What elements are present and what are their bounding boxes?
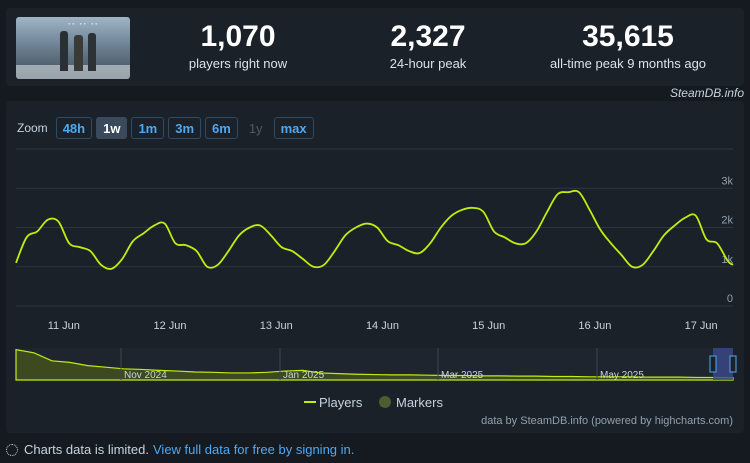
- y-tick-label: 0: [727, 293, 733, 305]
- legend-label: Players: [319, 395, 363, 410]
- navigator-tick-label: May 2025: [600, 370, 644, 381]
- legend-item-markers[interactable]: Markers: [379, 395, 443, 410]
- y-tick-label: 2k: [721, 215, 733, 227]
- zoom-1m-button[interactable]: 1m: [131, 117, 165, 139]
- navigator-tick-label: Mar 2025: [441, 370, 484, 381]
- stat-current-players: 1,070 players right now: [148, 20, 328, 71]
- x-tick-label: 13 Jun: [260, 320, 293, 332]
- zoom-1w-button[interactable]: 1w: [96, 117, 128, 139]
- zoom-3m-button[interactable]: 3m: [168, 117, 202, 139]
- navigator-handle-left[interactable]: [709, 355, 717, 373]
- zoom-48h-button[interactable]: 48h: [55, 117, 93, 139]
- stat-value: 1,070: [200, 20, 276, 53]
- footer-notice: Charts data is limited. View full data f…: [6, 442, 354, 457]
- x-tick-label: 11 Jun: [48, 320, 80, 332]
- stat-label: all-time peak 9 months ago: [549, 56, 707, 71]
- chart-credit[interactable]: data by SteamDB.info (powered by highcha…: [481, 415, 733, 427]
- navigator-area: [15, 348, 734, 381]
- sign-in-link[interactable]: View full data for free by signing in.: [153, 442, 355, 457]
- stat-value: 35,615: [582, 20, 674, 53]
- zoom-controls: Zoom 48h 1w 1m 3m 6m 1y max: [17, 117, 314, 139]
- zoom-1y-button: 1y: [242, 117, 270, 139]
- chart-panel: Zoom 48h 1w 1m 3m 6m 1y max 0 1k 2k 3k 11 J…: [6, 101, 744, 433]
- game-logo-image: ·· ·· ··: [68, 19, 99, 29]
- x-tick-label: 12 Jun: [154, 320, 187, 332]
- navigator-tick-label: Jan 2025: [283, 370, 325, 381]
- navigator-selection[interactable]: [713, 348, 733, 380]
- zoom-6m-button[interactable]: 6m: [205, 117, 238, 139]
- x-tick-label: 14 Jun: [366, 320, 399, 332]
- stat-label: 24-hour peak: [389, 56, 467, 71]
- stat-24h-peak: 2,327 24-hour peak: [338, 20, 518, 71]
- steamdb-brand-link[interactable]: SteamDB.info: [669, 86, 744, 100]
- stat-label: players right now: [188, 56, 288, 71]
- navigator-handle-right[interactable]: [729, 355, 737, 373]
- loading-spinner-icon: [6, 443, 18, 456]
- stat-all-time-peak: 35,615 all-time peak 9 months ago: [538, 20, 718, 71]
- navigator-tick-label: Nov 2024: [124, 370, 167, 381]
- x-tick-label: 16 Jun: [578, 320, 611, 332]
- x-tick-label: 15 Jun: [472, 320, 505, 332]
- game-thumbnail[interactable]: ·· ·· ··: [16, 17, 130, 79]
- players-series-line[interactable]: [15, 189, 734, 270]
- legend-item-players[interactable]: Players: [304, 395, 363, 410]
- legend-label: Markers: [396, 395, 443, 410]
- stat-value: 2,327: [390, 20, 466, 53]
- legend-circle-icon: [379, 396, 391, 408]
- stats-panel: ·· ·· ·· 1,070 players right now 2,327 2…: [6, 8, 744, 86]
- zoom-label: Zoom: [17, 121, 48, 135]
- footer-text: Charts data is limited.: [24, 442, 149, 457]
- y-tick-label: 3k: [721, 175, 733, 187]
- zoom-max-button[interactable]: max: [273, 117, 314, 139]
- x-tick-label: 17 Jun: [685, 320, 718, 332]
